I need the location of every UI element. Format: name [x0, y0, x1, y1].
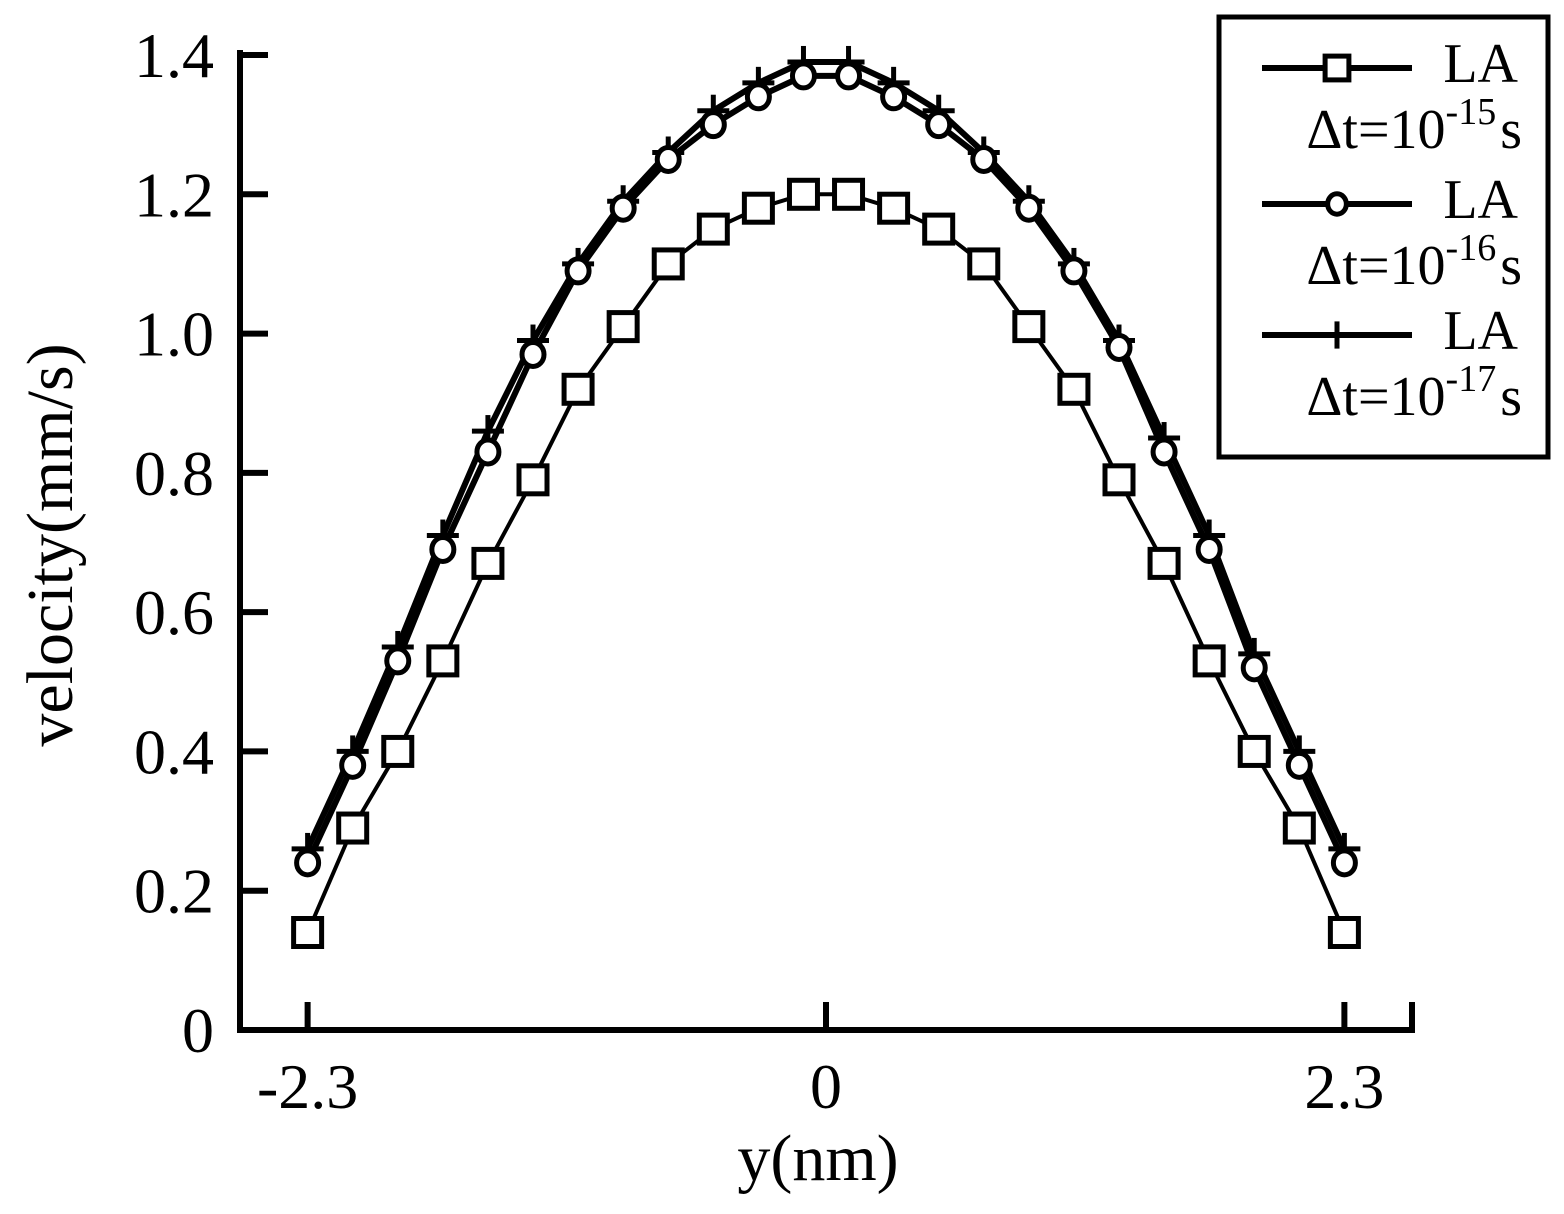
y-tick-label: 0.2	[134, 856, 214, 927]
marker-square	[741, 191, 775, 225]
marker-circle	[789, 61, 817, 91]
marker-circle	[835, 61, 863, 91]
marker-circle	[429, 534, 457, 564]
legend-series-label: Δt=10-17s	[1306, 358, 1522, 428]
x-axis-title: y(nm)	[737, 1122, 898, 1195]
marker-circle	[1325, 191, 1349, 217]
marker-square	[1147, 546, 1181, 580]
marker-square	[1057, 372, 1091, 406]
series-plus	[291, 45, 1361, 865]
y-tick-label: 0.4	[134, 716, 214, 787]
x-axis: -2.3 0 2.3	[237, 1002, 1415, 1122]
marker-circle	[744, 82, 772, 112]
marker-circle	[1240, 653, 1268, 683]
marker-circle	[1105, 333, 1133, 362]
marker-square	[967, 247, 1001, 281]
marker-square	[426, 644, 460, 678]
legend-label-exponent: -17	[1446, 358, 1497, 400]
marker-square	[1327, 916, 1361, 949]
y-tick-label: 1.4	[134, 20, 214, 91]
y-axis: 0 0.2 0.4 0.6 0.8 1.0 1.2 1.4	[134, 20, 268, 1066]
marker-square	[561, 372, 595, 406]
legend-series-label: Δt=10-15s	[1306, 91, 1522, 161]
marker-circle	[1150, 437, 1178, 467]
legend-label-exponent: -15	[1446, 91, 1497, 133]
x-tick-label: 0	[810, 1051, 842, 1122]
marker-square	[471, 546, 505, 580]
x-tick-label: -2.3	[257, 1051, 358, 1122]
legend-label-unit: s	[1500, 235, 1522, 297]
marker-circle	[1285, 750, 1313, 780]
legend-series-name: LA	[1443, 33, 1518, 95]
marker-square	[381, 734, 415, 768]
marker-circle	[294, 848, 322, 878]
marker-square	[832, 177, 866, 211]
marker-square	[877, 191, 911, 225]
y-tick-label: 0.8	[134, 438, 214, 509]
marker-square	[291, 916, 325, 949]
marker-square	[922, 212, 956, 246]
marker-square	[1237, 734, 1271, 768]
marker-circle	[384, 646, 412, 676]
marker-square	[1282, 811, 1316, 845]
series-circle	[294, 61, 1358, 878]
legend-box	[1216, 14, 1551, 460]
marker-plus	[1323, 321, 1351, 349]
marker-circle	[609, 193, 637, 223]
marker-circle	[1015, 193, 1043, 223]
marker-square	[336, 811, 370, 845]
marker-square	[1102, 463, 1136, 497]
y-axis-title: velocity(mm/s)	[14, 343, 87, 746]
marker-square	[1192, 644, 1226, 678]
marker-circle	[339, 750, 367, 780]
marker-square	[1012, 310, 1046, 344]
x-tick-label: 2.3	[1304, 1051, 1384, 1122]
series-line	[304, 72, 1348, 865]
marker-circle	[654, 144, 682, 174]
marker-circle	[564, 256, 592, 286]
marker-square	[651, 247, 685, 281]
legend-label-base: Δt=10	[1306, 235, 1445, 297]
legend-label-unit: s	[1500, 99, 1522, 161]
legend-series-name: LA	[1443, 169, 1518, 231]
series-line	[304, 59, 1348, 851]
legend-label-base: Δt=10	[1306, 366, 1445, 428]
marker-square	[1322, 53, 1352, 83]
marker-circle	[880, 82, 908, 112]
y-tick-label: 1.0	[134, 299, 214, 370]
marker-circle	[1195, 534, 1223, 564]
y-tick-label: 1.2	[134, 159, 214, 230]
series-square	[291, 177, 1361, 949]
marker-circle	[1060, 256, 1088, 286]
series-line	[305, 192, 1347, 934]
marker-square	[516, 463, 550, 497]
marker-square	[786, 177, 820, 211]
legend-label-exponent: -16	[1446, 227, 1497, 269]
marker-circle	[519, 339, 547, 369]
marker-circle	[474, 437, 502, 467]
plot-area	[291, 45, 1361, 949]
marker-circle	[699, 110, 727, 140]
legend-series-name: LA	[1443, 300, 1518, 362]
legend-label-unit: s	[1500, 366, 1522, 428]
legend-series-label: Δt=10-16s	[1306, 227, 1522, 297]
y-tick-label: 0.6	[134, 577, 214, 648]
y-tick-label: 0	[182, 995, 214, 1066]
marker-circle	[925, 110, 953, 140]
marker-circle	[1330, 848, 1358, 878]
marker-circle	[970, 144, 998, 174]
legend-label-base: Δt=10	[1306, 99, 1445, 161]
marker-square	[696, 212, 730, 246]
marker-square	[606, 310, 640, 344]
